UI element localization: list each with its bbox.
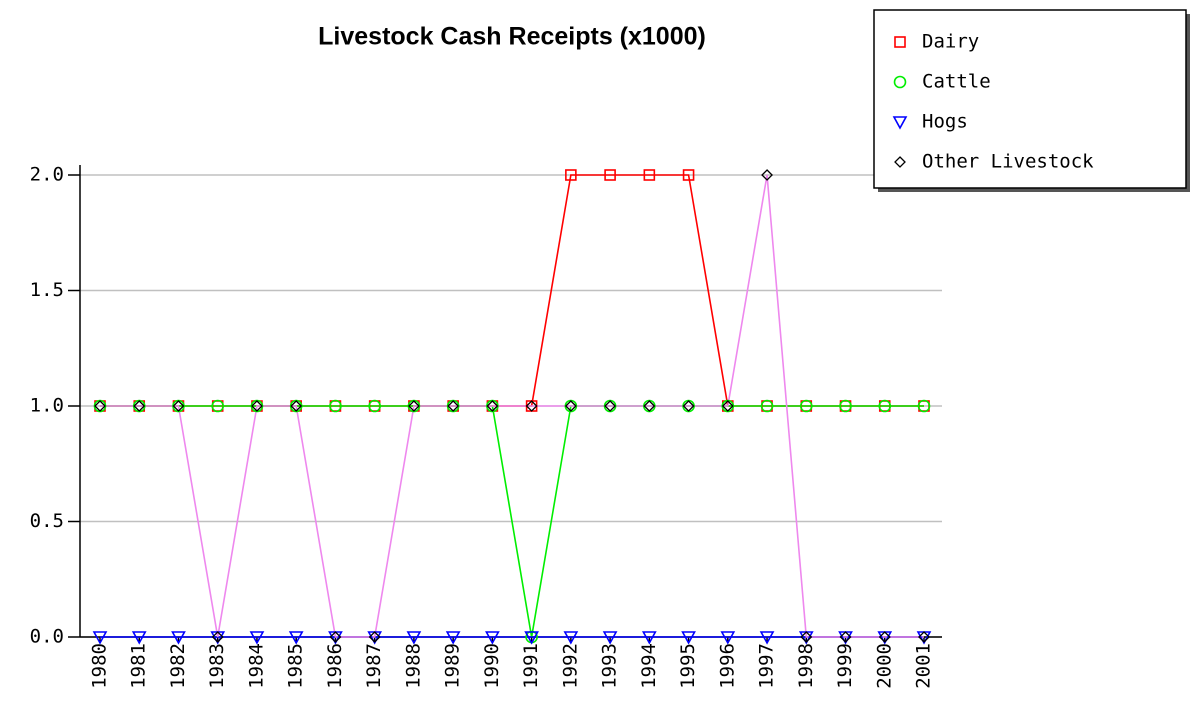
legend-label: Hogs [922, 111, 968, 133]
x-tick-label: 1997 [756, 643, 778, 689]
y-tick-label: 2.0 [30, 164, 64, 186]
data-point [251, 400, 263, 412]
legend-marker [893, 75, 907, 89]
x-tick-label: 1990 [481, 643, 503, 689]
data-point [682, 400, 695, 412]
data-point [445, 631, 461, 645]
data-point [288, 631, 304, 645]
x-tick-label: 1992 [559, 643, 581, 689]
data-point [682, 169, 695, 181]
data-point [133, 400, 146, 412]
x-tick-label: 1993 [599, 643, 621, 689]
x-tick-label: 1991 [520, 643, 542, 689]
x-tick-label: 1982 [167, 643, 189, 689]
data-point [406, 631, 422, 645]
data-point [131, 631, 147, 645]
data-point [604, 169, 616, 181]
data-point [800, 631, 813, 643]
data-point [602, 631, 618, 645]
legend-marker [894, 156, 906, 168]
y-tick-label: 1.5 [30, 279, 64, 301]
x-tick-label: 1995 [677, 643, 699, 689]
legend-box [873, 9, 1187, 189]
data-point [643, 400, 656, 412]
data-point [878, 631, 891, 643]
x-tick-label: 1986 [324, 643, 346, 689]
x-tick-label: 1980 [89, 643, 111, 689]
x-tick-label: 1985 [285, 643, 307, 689]
data-point [641, 631, 657, 645]
y-tick-label: 0.0 [30, 626, 64, 648]
data-point [329, 631, 342, 643]
data-point [524, 631, 539, 645]
data-point [485, 631, 500, 645]
data-point [799, 399, 813, 413]
data-point [761, 169, 773, 181]
y-tick-label: 1.0 [30, 395, 64, 417]
data-point [839, 399, 852, 413]
x-tick-label: 1981 [128, 643, 150, 689]
legend-label: Cattle [922, 71, 991, 93]
data-point [878, 399, 892, 413]
data-point [290, 400, 303, 412]
data-point [643, 169, 656, 181]
data-point [211, 399, 225, 413]
series-line [100, 174, 924, 638]
data-point [917, 399, 931, 413]
legend: Dairy Cattle Hogs Other Livestock [873, 9, 1187, 189]
legend-marker [894, 36, 906, 48]
data-point [249, 631, 265, 645]
x-tick-label: 1983 [206, 643, 228, 689]
data-point [368, 399, 381, 413]
x-tick-label: 1984 [245, 643, 267, 689]
data-point [681, 631, 696, 645]
data-point [564, 400, 577, 412]
data-point [92, 631, 108, 645]
data-point [407, 400, 420, 412]
data-point [94, 400, 106, 412]
data-point [172, 400, 185, 412]
data-point [604, 400, 617, 412]
legend-label: Other Livestock [922, 151, 1094, 173]
data-point [211, 631, 224, 643]
data-point [565, 169, 577, 181]
data-point [486, 400, 499, 412]
data-point [447, 400, 460, 412]
x-tick-label: 1987 [363, 643, 385, 689]
data-point [839, 631, 852, 643]
x-tick-label: 1999 [834, 643, 856, 689]
x-tick-label: 1989 [442, 643, 464, 689]
data-point [760, 399, 774, 413]
x-tick-label: 2000 [873, 643, 895, 689]
data-point [525, 400, 538, 412]
data-point [171, 631, 186, 645]
data-point [329, 399, 342, 413]
data-point [368, 631, 381, 643]
data-point [720, 631, 736, 645]
data-point [759, 631, 775, 645]
y-tick-label: 0.5 [30, 510, 64, 532]
x-tick-label: 1988 [402, 643, 424, 689]
x-tick-label: 2001 [913, 643, 935, 689]
x-tick-label: 1994 [638, 643, 660, 689]
legend-label: Dairy [922, 31, 979, 53]
chart-title: Livestock Cash Receipts (x1000) [318, 23, 706, 51]
data-point [918, 631, 930, 643]
x-tick-label: 1998 [795, 643, 817, 689]
legend-marker [892, 116, 908, 130]
data-point [563, 631, 579, 645]
x-tick-label: 1996 [716, 643, 738, 689]
data-point [721, 400, 734, 412]
